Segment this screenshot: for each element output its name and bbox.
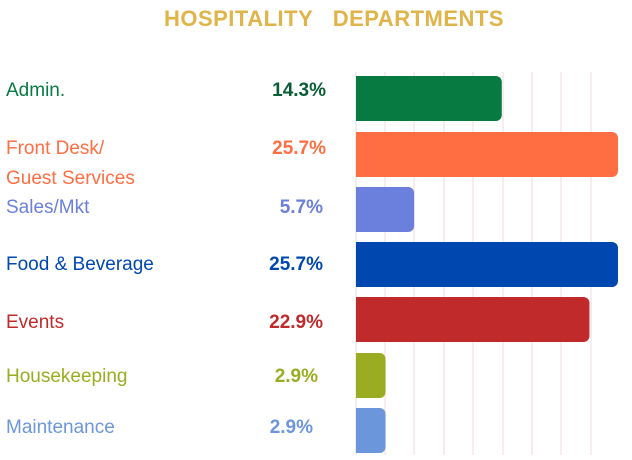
value-label: 14.3%: [272, 80, 326, 101]
chart-title: HOSPITALITY DEPARTMENTS: [163, 6, 505, 31]
category-label: Admin.: [6, 80, 66, 101]
bar-left-edge: [356, 76, 364, 121]
value-label: 5.7%: [279, 197, 323, 218]
bar: [356, 242, 618, 287]
bar-left-edge: [356, 242, 364, 287]
bar: [356, 297, 590, 342]
value-label: 2.9%: [274, 366, 318, 387]
category-label: Sales/Mkt: [6, 197, 90, 218]
bar: [356, 76, 502, 121]
bar-left-edge: [356, 297, 364, 342]
category-label: Maintenance: [6, 417, 115, 438]
category-label: Food & Beverage: [6, 254, 154, 275]
category-label: Housekeeping: [6, 366, 128, 387]
value-label: 2.9%: [269, 417, 313, 438]
value-label: 25.7%: [269, 254, 323, 275]
bar-left-edge: [356, 353, 364, 398]
value-label: 22.9%: [269, 312, 323, 333]
bar-left-edge: [356, 132, 364, 177]
bar: [356, 187, 415, 232]
category-label: Events: [6, 312, 65, 333]
bar-left-edge: [356, 408, 364, 453]
bar-left-edge: [356, 187, 364, 232]
bar: [356, 132, 618, 177]
category-label: Front Desk/Guest Services: [6, 138, 135, 189]
value-label: 25.7%: [272, 138, 326, 159]
